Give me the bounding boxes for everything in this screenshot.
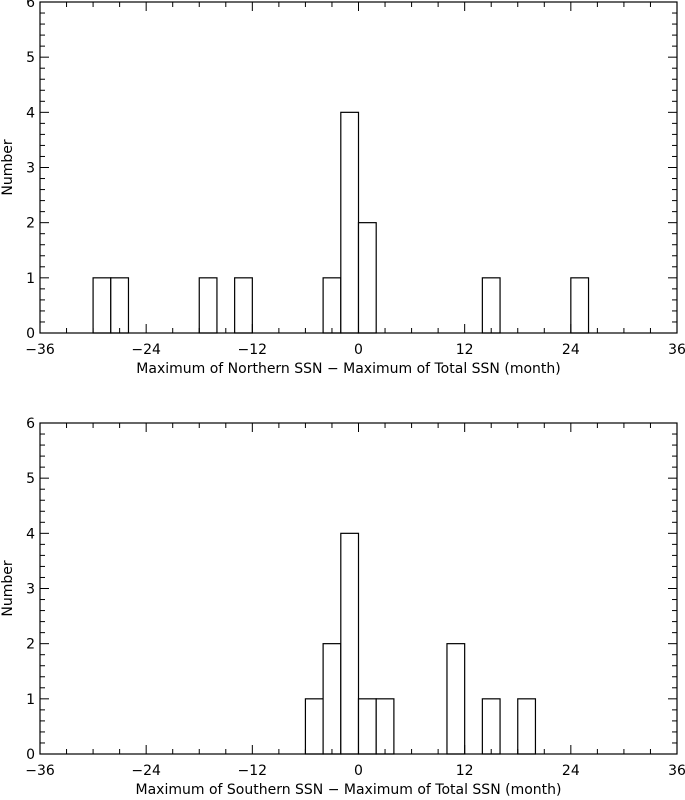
x-tick-label: −12 [238,763,268,779]
histogram-bar [234,277,253,334]
y-tick-label: 5 [26,471,35,487]
y-axis-label: Number [0,560,16,616]
histogram-bar [481,277,501,334]
histogram-bar [304,698,324,755]
x-tick-label: −36 [25,342,55,358]
histogram-bar [340,111,360,334]
x-tick-label: −12 [238,342,268,358]
y-tick-label: 3 [26,161,35,177]
histogram-bar [375,698,395,755]
histogram-bar [340,532,360,755]
x-axis-label: Maximum of Southern SSN − Maximum of Tot… [136,782,562,798]
y-tick-label: 4 [26,105,35,121]
x-axis-label: Maximum of Northern SSN − Maximum of Tot… [136,361,560,377]
x-tick-label: 36 [668,342,685,358]
y-tick-label: 2 [26,637,35,653]
y-tick-label: 0 [26,326,35,342]
histogram-bar [357,222,377,334]
y-tick-label: 1 [26,692,35,708]
x-tick-label: 24 [562,342,580,358]
x-tick-label: 12 [456,763,474,779]
histogram-bar [92,277,112,334]
y-tick-label: 3 [26,582,35,598]
histogram-bar [322,277,342,334]
x-tick-label: 0 [354,763,363,779]
y-tick-label: 4 [26,526,35,542]
histogram-bar [198,277,218,334]
x-tick-label: −24 [131,763,161,779]
y-tick-label: 6 [26,416,35,432]
x-tick-label: 12 [456,342,474,358]
y-tick-label: 6 [26,0,35,11]
histogram-bar [322,643,342,755]
histogram-bar [481,698,501,755]
histogram-bar [517,698,537,755]
y-tick-label: 0 [26,747,35,763]
y-tick-label: 1 [26,271,35,287]
histogram-bar [446,643,466,755]
x-tick-label: −36 [25,763,55,779]
y-axis-label: Number [0,139,16,195]
histogram-bar [570,277,590,334]
x-tick-label: 36 [668,763,685,779]
histogram-bar [110,277,130,334]
x-tick-label: −24 [131,342,161,358]
histogram-bar [357,698,377,755]
y-tick-label: 5 [26,50,35,66]
x-tick-label: 24 [562,763,580,779]
y-tick-label: 2 [26,216,35,232]
x-tick-label: 0 [354,342,363,358]
